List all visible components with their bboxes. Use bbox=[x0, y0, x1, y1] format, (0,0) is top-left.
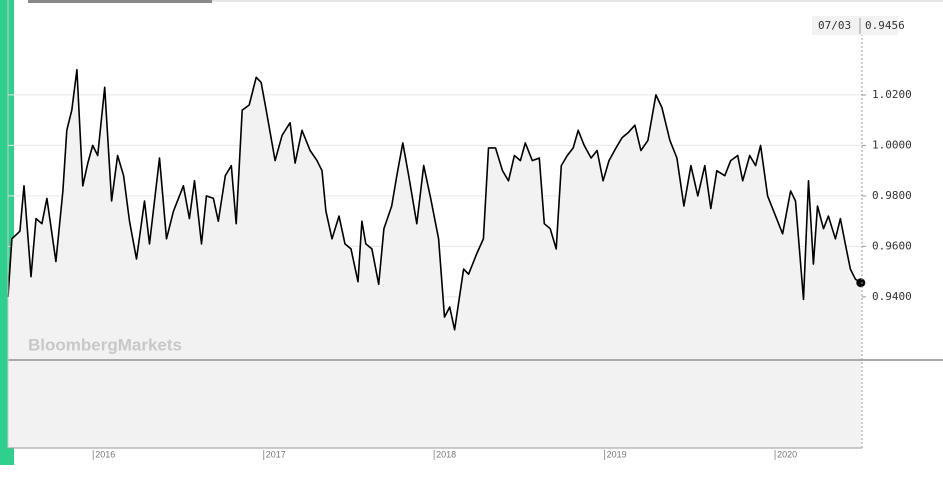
end-label-value: 0.9456 bbox=[865, 19, 905, 32]
end-label-box bbox=[812, 16, 898, 35]
end-label-date: 07/03 bbox=[818, 19, 851, 32]
x-tick-label: 2020 bbox=[777, 449, 797, 459]
price-line bbox=[7, 68, 862, 331]
y-tick-label: 1.0000 bbox=[872, 138, 912, 151]
y-tick-label: 0.9800 bbox=[872, 189, 912, 202]
top-tab bbox=[28, 0, 212, 3]
end-point bbox=[856, 278, 866, 288]
y-tick-label: 0.9600 bbox=[872, 239, 912, 252]
y-tick-label: 0.9400 bbox=[872, 290, 912, 303]
watermark: BloombergMarkets bbox=[28, 335, 182, 354]
x-tick-label: 2016 bbox=[95, 449, 115, 459]
y-tick-label: 1.0200 bbox=[872, 88, 912, 101]
area-fill bbox=[8, 69, 861, 448]
x-tick-label: 2018 bbox=[436, 449, 456, 459]
x-tick-label: 2019 bbox=[607, 449, 627, 459]
x-tick-label: 2017 bbox=[266, 449, 286, 459]
